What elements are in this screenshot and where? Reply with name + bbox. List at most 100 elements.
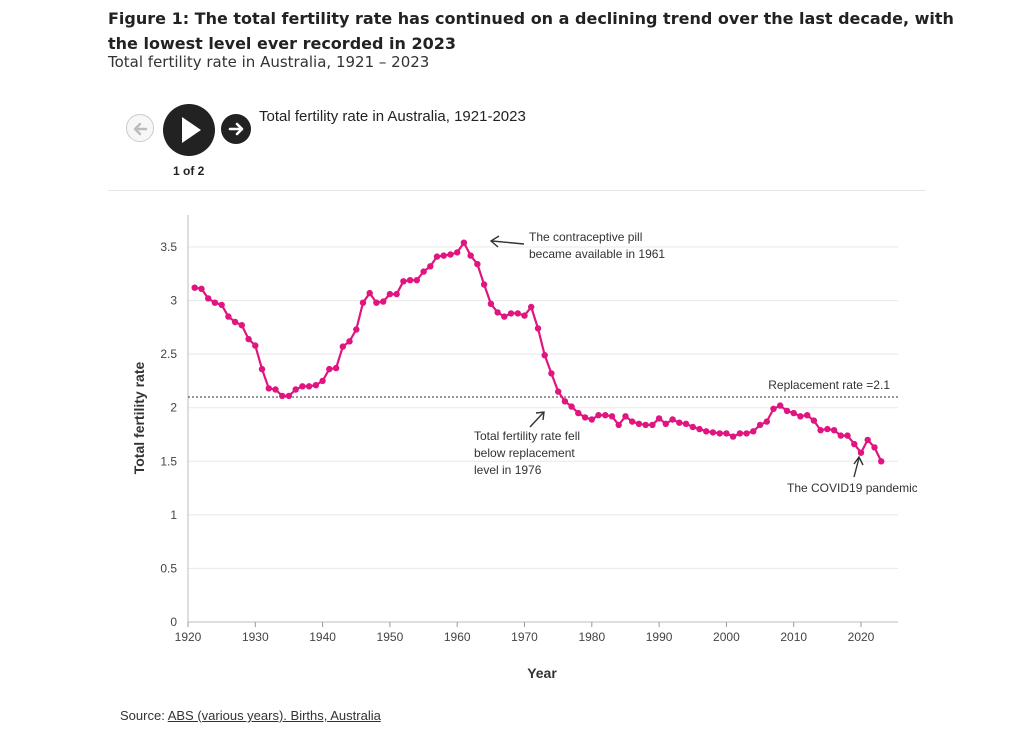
data-point xyxy=(386,290,394,298)
data-point xyxy=(326,365,333,373)
x-tick-label: 1970 xyxy=(511,630,538,644)
annotation-pill-line2: became available in 1961 xyxy=(529,247,665,261)
data-point xyxy=(723,430,730,437)
data-point xyxy=(824,425,831,433)
data-points xyxy=(191,239,885,465)
data-point xyxy=(528,303,535,311)
data-point xyxy=(830,427,838,434)
data-point xyxy=(413,277,420,284)
data-point xyxy=(447,251,454,258)
data-point xyxy=(851,440,858,448)
data-point xyxy=(602,412,609,419)
x-tick-label: 1960 xyxy=(444,630,471,644)
y-tick-label: 1 xyxy=(170,508,177,522)
data-point xyxy=(790,409,797,417)
data-point xyxy=(258,365,266,373)
data-point xyxy=(649,421,656,429)
annotation-covid-arrow xyxy=(853,455,864,478)
data-point xyxy=(682,420,690,427)
data-point xyxy=(245,335,252,343)
y-tick-label: 3.5 xyxy=(160,240,177,254)
data-point xyxy=(716,430,723,437)
data-point xyxy=(837,432,844,439)
data-point xyxy=(265,385,272,392)
stepper-controls: 1 of 2 xyxy=(126,104,286,184)
annotation-pill-arrow xyxy=(489,235,525,248)
data-point xyxy=(844,432,851,439)
data-point xyxy=(756,421,764,429)
x-tick-label: 2020 xyxy=(848,630,875,644)
data-point xyxy=(541,352,548,359)
data-point xyxy=(555,388,562,395)
next-button[interactable] xyxy=(221,114,251,144)
annotation-pill-line1: The contraceptive pill xyxy=(529,230,642,244)
data-point xyxy=(272,386,279,393)
data-point xyxy=(507,310,515,317)
data-point xyxy=(454,249,461,256)
data-point xyxy=(231,318,239,326)
data-point xyxy=(871,444,878,451)
data-point xyxy=(299,383,306,390)
data-point xyxy=(581,414,589,421)
data-point xyxy=(777,402,784,409)
data-point xyxy=(729,433,737,440)
data-point xyxy=(662,420,669,427)
data-point xyxy=(595,412,602,419)
play-button[interactable] xyxy=(163,104,215,156)
data-point xyxy=(480,281,488,288)
data-point xyxy=(743,430,750,437)
data-point xyxy=(460,239,468,246)
data-point xyxy=(474,260,481,268)
annotation-1976-line1: Total fertility rate fell xyxy=(474,429,580,443)
data-point xyxy=(346,338,353,345)
data-point xyxy=(878,458,885,465)
data-point xyxy=(548,370,555,377)
y-tick-label: 3 xyxy=(170,294,177,308)
data-point xyxy=(521,312,528,319)
data-point xyxy=(400,278,407,285)
y-tick-label: 1.5 xyxy=(160,454,177,468)
data-point xyxy=(420,268,427,275)
data-point xyxy=(575,409,582,417)
chart-title: Total fertility rate in Australia, 1921-… xyxy=(259,108,526,125)
figure-title: Figure 1: The total fertility rate has c… xyxy=(108,9,954,53)
source-prefix: Source: xyxy=(120,708,168,723)
source-note: Source: ABS (various years). Births, Aus… xyxy=(120,708,381,723)
data-point xyxy=(332,364,340,372)
annotation-1976-line2: below replacement xyxy=(474,446,575,460)
axes: 0 0.5 1 1.5 2 2.5 3 3.5 1920 1930 1940 1950 1960 1970… xyxy=(160,215,875,644)
covid-annotation-clip: The COVID19 pandemic xyxy=(787,481,917,495)
data-point xyxy=(373,299,380,306)
data-point xyxy=(252,342,259,349)
data-point xyxy=(608,413,616,420)
data-point xyxy=(763,418,770,425)
x-tick-label: 1950 xyxy=(377,630,404,644)
arrow-right-icon xyxy=(228,122,244,136)
replacement-rate-label: Replacement rate =2.1 xyxy=(768,378,890,392)
x-tick-label: 1930 xyxy=(242,630,269,644)
data-point xyxy=(433,253,441,260)
data-point xyxy=(655,415,663,422)
data-point xyxy=(864,436,871,444)
data-point xyxy=(534,325,542,332)
x-tick-label: 1990 xyxy=(646,630,673,644)
data-point xyxy=(736,430,744,437)
data-point xyxy=(817,427,824,434)
data-point xyxy=(770,405,777,412)
data-point xyxy=(359,299,367,306)
data-point xyxy=(709,429,717,436)
y-axis-title: Total fertility rate xyxy=(131,362,147,475)
previous-button[interactable] xyxy=(126,114,154,142)
data-point xyxy=(406,277,414,284)
data-point xyxy=(783,407,791,415)
data-point xyxy=(689,423,696,431)
data-point xyxy=(857,449,865,456)
data-point xyxy=(312,382,320,389)
data-point xyxy=(797,413,804,420)
y-tick-label: 0 xyxy=(170,615,177,629)
data-point xyxy=(305,383,313,390)
data-point xyxy=(393,290,400,298)
data-point xyxy=(467,252,474,259)
source-link[interactable]: ABS (various years). Births, Australia xyxy=(167,708,381,723)
